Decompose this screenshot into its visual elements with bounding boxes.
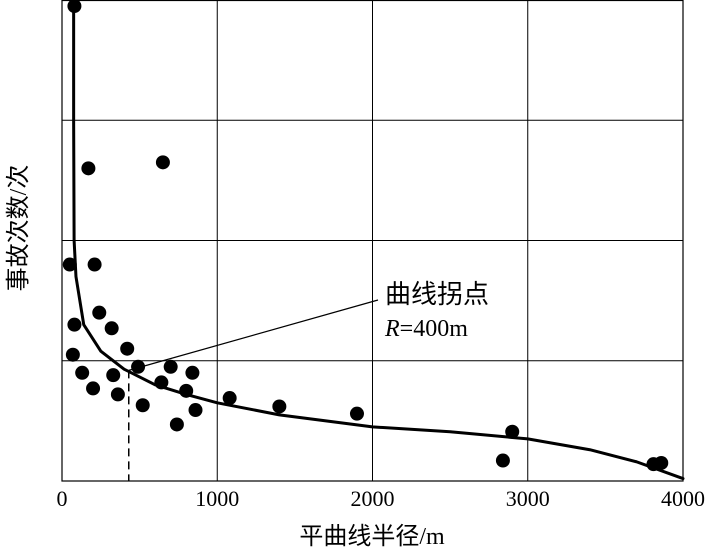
data-point xyxy=(65,347,80,362)
x-tick-label: 1000 xyxy=(195,486,239,511)
data-point xyxy=(104,321,119,336)
data-point xyxy=(87,257,102,272)
data-point xyxy=(81,161,96,176)
annotation-label: 曲线拐点 xyxy=(385,280,489,309)
data-point xyxy=(67,317,82,332)
data-point xyxy=(185,365,200,380)
plot-border xyxy=(61,0,684,482)
x-axis-label: 平曲线半径/m xyxy=(299,523,445,550)
y-axis-label: 事故次数/次 xyxy=(5,165,32,292)
annotation: 曲线拐点 R=400m xyxy=(128,280,489,481)
data-point xyxy=(106,368,121,383)
grid xyxy=(61,0,684,482)
x-tick-label: 2000 xyxy=(351,486,395,511)
plot-frame xyxy=(61,0,684,482)
annotation-leader-line xyxy=(128,299,379,371)
scatter-points xyxy=(62,0,669,472)
data-point xyxy=(654,455,669,470)
data-point xyxy=(131,359,146,374)
x-tick-label: 3000 xyxy=(506,486,550,511)
fit-curve-line xyxy=(72,0,685,481)
data-point xyxy=(92,305,107,320)
data-point xyxy=(154,375,169,390)
data-point xyxy=(62,257,77,272)
annotation-value: R=400m xyxy=(384,316,468,342)
data-point xyxy=(163,359,178,374)
data-point xyxy=(188,403,203,418)
x-tick-label: 4000 xyxy=(661,486,705,511)
data-point xyxy=(179,383,194,398)
x-tick-label: 0 xyxy=(57,486,68,511)
data-point xyxy=(110,387,125,402)
data-point xyxy=(222,391,237,406)
x-tick-labels: 0 1000 2000 3000 4000 xyxy=(57,486,706,511)
data-point xyxy=(75,365,90,380)
data-point xyxy=(272,399,287,414)
data-point xyxy=(505,424,520,439)
data-point xyxy=(120,341,135,356)
data-point xyxy=(86,381,101,396)
data-point xyxy=(155,155,170,170)
fit-curve xyxy=(72,0,685,481)
data-point xyxy=(67,0,82,14)
data-point xyxy=(349,406,364,421)
data-point xyxy=(495,453,510,468)
data-point xyxy=(135,398,150,413)
data-point xyxy=(169,417,184,432)
